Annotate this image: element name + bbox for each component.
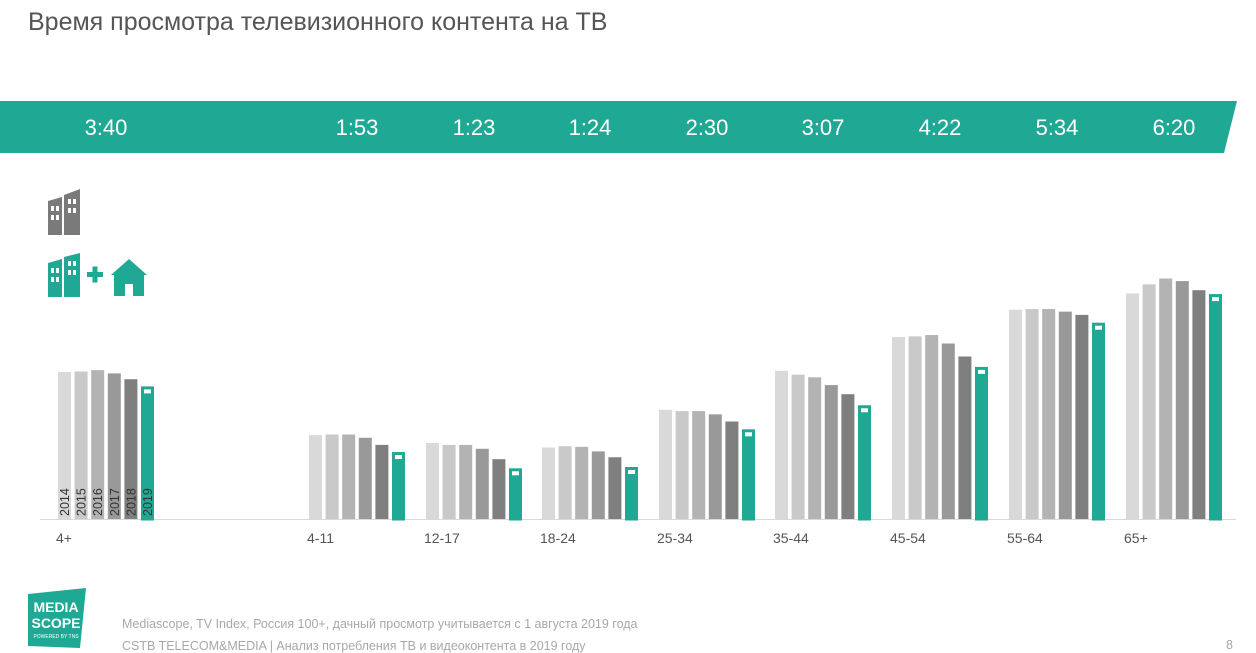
svg-text:POWERED BY TNS: POWERED BY TNS [33,634,79,640]
bar-2018 [958,356,972,519]
bar-2016 [91,370,105,519]
bar-2019-fill [861,412,868,519]
source-note: Mediascope, TV Index, Россия 100+, дачны… [122,617,638,631]
bar-2014 [542,447,555,519]
bar-2014 [1009,309,1022,519]
bar-2016 [925,335,939,519]
bar-2017 [941,343,955,519]
category-label: 25-34 [657,530,693,546]
category-label: 4-11 [307,530,334,546]
band-value: 1:53 [335,115,379,140]
bar-2019-fill [628,474,635,519]
bar-2015 [1025,309,1039,519]
bar-2016 [808,377,822,519]
bar-2017 [1058,311,1072,519]
bar-2015 [325,434,339,519]
building-plus-home-icon [48,253,147,297]
bar-2019-fill [745,436,752,519]
bar-2018 [492,459,506,519]
bar-2016 [342,434,356,519]
bar-2015 [791,374,805,519]
bar-2018 [725,421,739,519]
category-label: 4+ [56,530,72,546]
bar-2016 [1042,309,1056,519]
bar-2018 [375,444,389,519]
bar-2019-fill [395,459,402,519]
bar-2019-fill [978,373,985,519]
bar-2015 [675,411,689,519]
bar-2017 [591,451,605,519]
bar-2015 [558,446,572,519]
bar-2017 [708,414,722,519]
year-label: 2016 [91,488,105,516]
category-label: 35-44 [773,530,809,546]
band-value: 3:07 [801,115,845,140]
bar-2015 [442,444,456,519]
bar-2019-fill [1095,329,1102,519]
bar-2019-fill [512,475,519,519]
bar-2019-fill [144,393,151,519]
year-label: 2017 [108,488,122,516]
bar-2014 [426,442,439,519]
bar-2016 [575,446,589,519]
mediascope-logo: MEDIA SCOPE POWERED BY TNS [28,588,86,648]
category-label: 12-17 [424,530,460,546]
bar-2016 [1159,278,1173,519]
viewing-time-band: 3:40 1:53 1:23 1:24 2:30 3:07 4:22 5:34 6:20 [0,101,1237,153]
bar-2017 [1175,281,1189,519]
bar-2018 [124,379,138,519]
bar-2017 [358,437,372,519]
bar-2018 [608,457,622,519]
bar-2014 [58,372,71,519]
bar-2017 [107,373,121,519]
bar-2014 [659,409,672,519]
bar-2019-fill [1212,301,1219,519]
band-value: 5:34 [1035,115,1079,140]
band-value: 3:40 [84,115,128,140]
bar-2018 [1192,290,1206,519]
svg-text:MEDIA: MEDIA [33,599,78,615]
bar-2016 [692,411,706,519]
category-label: 45-54 [890,530,926,546]
building-tv-icon [48,189,80,235]
bar-2014 [775,370,788,519]
bar-2015 [1142,284,1156,519]
year-label: 2019 [141,488,155,516]
bar-2014 [1126,293,1139,519]
band-value: 1:24 [568,115,612,140]
page-title: Время просмотра телевизионного контента … [28,8,608,36]
bar-2014 [892,337,905,519]
footer-text: CSTB TELECOM&MEDIA | Анализ потребления … [122,639,586,653]
bar-2018 [1075,314,1089,519]
bar-2014 [309,435,322,519]
bar-2018 [841,394,855,519]
band-value: 2:30 [685,115,729,140]
bar-2017 [824,385,838,519]
band-value: 1:23 [452,115,496,140]
svg-text:SCOPE: SCOPE [31,615,80,631]
band-value: 6:20 [1152,115,1196,140]
bar-2017 [475,448,489,519]
category-label: 55-64 [1007,530,1043,546]
category-label: 65+ [1124,530,1148,546]
year-label: 2014 [58,488,72,516]
bar-2015 [908,336,922,519]
bar-2015 [74,371,88,519]
bar-2016 [459,444,473,519]
page-number: 8 [1226,638,1233,652]
band-value: 4:22 [918,115,962,140]
year-label: 2015 [75,488,89,516]
category-label: 18-24 [540,530,576,546]
year-label: 2018 [124,488,138,516]
